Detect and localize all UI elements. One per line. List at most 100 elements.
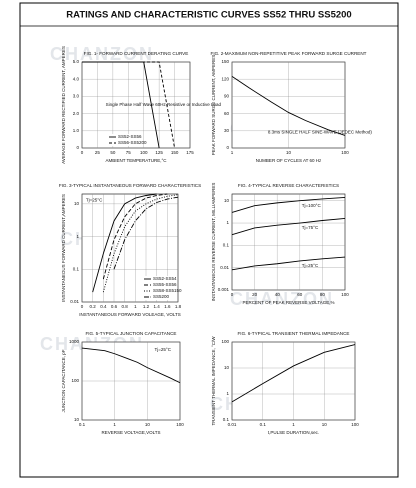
y-tick-label: 0.01 — [220, 265, 229, 270]
series-line — [231, 75, 346, 136]
y-tick-label: 3.0 — [73, 94, 80, 99]
y-axis-label: AVERAGE FORWARD RECTIFIED CURRENT, AMPER… — [61, 46, 66, 164]
x-tick-label: 10 — [286, 150, 292, 155]
x-axis-label: PERCENT OF PEAK REVERSE VOLTAGE,% — [242, 300, 334, 305]
x-tick-label: 1.6 — [164, 304, 171, 309]
y-tick-label: 10 — [224, 198, 230, 203]
x-tick-label: 10 — [322, 422, 328, 427]
x-tick-label: 80 — [320, 292, 326, 297]
series-line — [231, 344, 356, 403]
x-tick-label: 1.4 — [154, 304, 161, 309]
x-tick-label: 60 — [297, 292, 303, 297]
x-tick-label: 1 — [292, 422, 295, 427]
x-tick-label: 0.1 — [260, 422, 267, 427]
y-tick-label: 5.0 — [73, 59, 80, 64]
series-line — [231, 218, 346, 236]
series-label: Tj=25°C — [302, 263, 319, 268]
y-tick-label: 10 — [74, 417, 80, 422]
x-tick-label: 0 — [81, 150, 84, 155]
y-tick-label: 30 — [224, 128, 230, 133]
y-axis-label: INSTANTANEOUS FORWARD CURRENT,AMPERES — [61, 194, 66, 302]
x-tick-label: 100 — [140, 150, 148, 155]
page-title: RATINGS AND CHARACTERISTIC CURVES SS52 T… — [66, 10, 351, 21]
y-tick-label: 1.0 — [73, 128, 80, 133]
x-tick-label: 0.8 — [122, 304, 129, 309]
chart-title: FIG. 3-TYPICAL INSTANTANEOUS FORWARD CHA… — [59, 183, 201, 188]
y-tick-label: 1 — [226, 220, 229, 225]
legend-entry: SS5200 — [153, 294, 170, 299]
series-line — [231, 256, 346, 271]
legend-entry: SS55-SS56 — [153, 282, 177, 287]
chart-title: FIG. 5-TYPICAL JUNCTION CAPACITANCE — [85, 331, 176, 336]
x-tick-label: 75 — [126, 150, 132, 155]
y-axis-label: JUNCTION CAPACITANCE, pF — [61, 349, 66, 412]
legend-bg — [108, 134, 142, 140]
x-tick-label: 50 — [110, 150, 116, 155]
legend-bg — [143, 276, 177, 282]
x-tick-label: 1 — [231, 150, 234, 155]
series-line — [231, 197, 346, 213]
chart-title: FIG. 6-TYPICAL TRANSIENT THERMAL IMPEDAN… — [238, 331, 350, 336]
legend-entry: SS52-SS54 — [153, 276, 177, 281]
series-line — [81, 347, 181, 384]
x-tick-label: 100 — [341, 292, 349, 297]
y-tick-label: 0.001 — [218, 287, 230, 292]
y-tick-label: 0 — [76, 145, 79, 150]
x-tick-label: 0 — [81, 304, 84, 309]
y-axis-label: INSTANTANEOUS REVERSE CURRENT, MILLIAMPE… — [211, 183, 216, 302]
legend-entry: SS56-SS5200 — [118, 140, 147, 145]
series-line — [102, 193, 168, 280]
y-tick-label: 120 — [221, 76, 229, 81]
watermark: CHANZON — [230, 289, 334, 309]
x-tick-label: 1 — [113, 422, 116, 427]
x-tick-label: 20 — [252, 292, 258, 297]
annotation: Tj=25°C — [86, 198, 103, 203]
x-tick-label: 0.2 — [90, 304, 97, 309]
x-tick-label: 125 — [155, 150, 163, 155]
page-border — [19, 2, 399, 478]
chart-title: FIG. 4-TYPICAL REVERSE CHARACTERISTICS — [238, 183, 339, 188]
x-tick-label: 100 — [351, 422, 359, 427]
watermark: CHANZON — [50, 44, 154, 64]
y-tick-label: 150 — [221, 59, 229, 64]
x-tick-label: 0.1 — [79, 422, 86, 427]
y-tick-label: 100 — [221, 339, 229, 344]
x-tick-label: 0.01 — [228, 422, 237, 427]
x-tick-label: 0.6 — [111, 304, 118, 309]
y-tick-label: 100 — [71, 378, 79, 383]
x-tick-label: 1.2 — [143, 304, 150, 309]
y-tick-label: 0.1 — [223, 243, 230, 248]
y-axis-label: PEAK FORWARD SURGE CURRENT, AMPERES — [211, 55, 216, 156]
x-tick-label: 1.8 — [175, 304, 182, 309]
y-tick-label: 0.1 — [73, 266, 80, 271]
legend-entry: SS58-SS5150 — [153, 288, 182, 293]
x-tick-label: 40 — [275, 292, 281, 297]
y-tick-label: 90 — [224, 94, 230, 99]
annotation: Single Phase Half Wave 60Hz Resistive or… — [106, 102, 222, 107]
annotation: Tj=25°C — [155, 347, 172, 352]
x-tick-label: 100 — [176, 422, 184, 427]
legend-bg — [143, 288, 177, 294]
y-tick-label: 4.0 — [73, 76, 80, 81]
y-tick-label: 10 — [74, 201, 80, 206]
series-line — [113, 196, 179, 270]
y-tick-label: 0.1 — [223, 417, 230, 422]
x-tick-label: 0 — [231, 292, 234, 297]
y-tick-label: 2.0 — [73, 111, 80, 116]
x-axis-label: t,PULSE DURATION,sec. — [268, 430, 319, 435]
legend-bg — [108, 140, 142, 146]
x-axis-label: INSTANTANEOUS FORWARD VOLEAGE, VOLTS — [79, 312, 181, 317]
x-axis-label: AMBIENT TEMPERATURE,°C — [105, 158, 167, 163]
x-tick-label: 25 — [95, 150, 101, 155]
x-tick-label: 0.4 — [100, 304, 107, 309]
series-label: Tj=75°C — [302, 225, 319, 230]
legend-entry: SS52-SS56 — [118, 134, 142, 139]
annotation: 8.3ms SINGLE HALF SINE-WAVE (JEDEC Metho… — [268, 130, 373, 135]
x-tick-label: 10 — [145, 422, 151, 427]
y-tick-label: 1000 — [69, 339, 80, 344]
y-tick-label: 1 — [76, 234, 79, 239]
series-label: Tj=100°C — [302, 203, 322, 208]
series-line — [92, 193, 157, 293]
y-tick-label: 0 — [226, 145, 229, 150]
x-tick-label: 175 — [186, 150, 194, 155]
